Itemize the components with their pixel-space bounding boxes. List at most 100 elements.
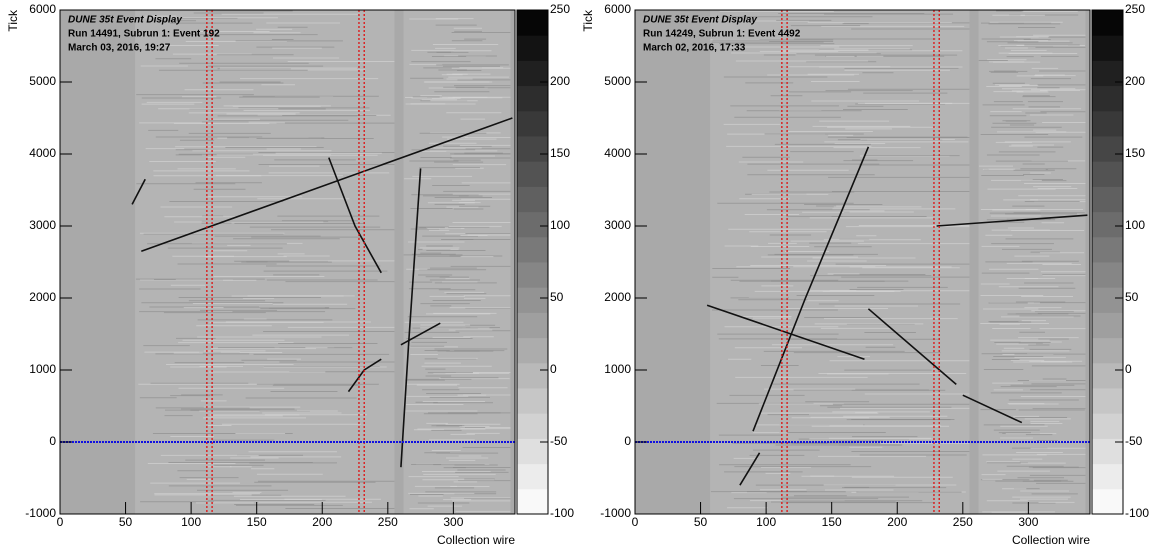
y-axis-label: Tick [581, 9, 595, 32]
x-tick-label: 50 [694, 515, 708, 529]
plot-frame [59, 9, 516, 515]
colorbar-band [517, 488, 548, 515]
colorbar-frame [516, 9, 549, 515]
colorbar-frame [1091, 9, 1124, 515]
colorbar-band [1092, 85, 1123, 112]
track [739, 452, 761, 486]
y-tick-label: 6000 [29, 2, 56, 16]
colorbar-band [517, 337, 548, 364]
y-tick-label: 0 [624, 434, 631, 448]
y-tick-label: 1000 [29, 362, 56, 376]
y-tick-label: 3000 [604, 218, 631, 232]
x-tick-label: 300 [443, 515, 463, 529]
colorbar-tick-label: -100 [550, 506, 574, 520]
colorbar-band [1092, 362, 1123, 389]
title: DUNE 35t Event Display [68, 15, 182, 26]
y-tick-label: 2000 [29, 290, 56, 304]
colorbar-band [517, 262, 548, 288]
colorbar-tick-label: 250 [550, 2, 570, 16]
plot-area [60, 10, 515, 514]
plot-frame [634, 9, 1091, 515]
x-tick-label: 0 [57, 515, 64, 529]
colorbar-band [517, 438, 548, 465]
x-tick-label: 300 [1018, 515, 1038, 529]
colorbar-tick-label: -50 [550, 434, 568, 448]
colorbar-band [517, 110, 548, 137]
y-tick-label: 4000 [604, 146, 631, 160]
plot-area [635, 10, 1090, 514]
colorbar-band [517, 85, 548, 112]
x-tick-label: 200 [887, 515, 907, 529]
track [328, 157, 382, 274]
colorbar-band [1092, 211, 1123, 238]
colorbar-tick-label: 200 [1125, 74, 1145, 88]
x-tick-label: 100 [181, 515, 201, 529]
x-tick-label: 150 [247, 515, 267, 529]
colorbar-tick-label: 50 [550, 290, 564, 304]
track [752, 146, 870, 432]
y-axis-label: Tick [6, 9, 20, 32]
colorbar-band [1092, 161, 1123, 187]
y-tick-label: 4000 [29, 146, 56, 160]
colorbar-band [1092, 312, 1123, 339]
x-axis-label: Collection wire [437, 533, 515, 547]
y-tick-label: 0 [49, 434, 56, 448]
colorbar-band [517, 463, 548, 490]
y-tick-label: 5000 [604, 74, 631, 88]
colorbar-band [517, 287, 548, 313]
title: DUNE 35t Event Display [643, 15, 757, 26]
x-tick-label: 150 [822, 515, 842, 529]
colorbar-band [1092, 413, 1123, 439]
colorbar-tick-label: 50 [1125, 290, 1139, 304]
colorbar-band [517, 211, 548, 238]
colorbar-tick-label: 0 [550, 362, 557, 376]
colorbar-tick-label: 150 [1125, 146, 1145, 160]
colorbar-band [1092, 438, 1123, 465]
colorbar-tick-label: 0 [1125, 362, 1132, 376]
colorbar-tick-label: 100 [1125, 218, 1145, 232]
track [936, 214, 1088, 227]
colorbar-band [1092, 287, 1123, 313]
y-tick-label: 5000 [29, 74, 56, 88]
track [400, 322, 441, 346]
colorbar-band [517, 161, 548, 187]
colorbar-band [1092, 10, 1123, 36]
x-tick-label: 250 [378, 515, 398, 529]
x-tick-label: 200 [312, 515, 332, 529]
x-tick-label: 0 [632, 515, 639, 529]
y-tick-label: 6000 [604, 2, 631, 16]
colorbar-tick-label: 150 [550, 146, 570, 160]
subtitle: Run 14491, Subrun 1: Event 192 [68, 29, 220, 40]
colorbar-band [517, 236, 548, 263]
x-tick-label: 100 [756, 515, 776, 529]
track [706, 304, 865, 360]
colorbar-tick-label: 200 [550, 74, 570, 88]
colorbar-band [1092, 262, 1123, 288]
colorbar-band [517, 388, 548, 414]
colorbar-tick-label: -50 [1125, 434, 1143, 448]
colorbar-band [1092, 488, 1123, 515]
track [962, 394, 1023, 424]
colorbar-band [517, 413, 548, 439]
colorbar-tick-label: 250 [1125, 2, 1145, 16]
x-tick-label: 50 [119, 515, 133, 529]
colorbar-band [517, 362, 548, 389]
colorbar-band [517, 10, 548, 36]
y-tick-label: -1000 [25, 506, 56, 520]
track [141, 117, 513, 252]
track [867, 308, 957, 386]
subtitle: March 02, 2016, 17:33 [643, 43, 746, 54]
colorbar-band [1092, 463, 1123, 490]
x-axis-label: Collection wire [1012, 533, 1090, 547]
colorbar-tick-label: -100 [1125, 506, 1149, 520]
colorbar-band [1092, 110, 1123, 137]
y-tick-label: 2000 [604, 290, 631, 304]
colorbar-band [1092, 136, 1123, 162]
x-tick-label: 250 [953, 515, 973, 529]
subtitle: Run 14249, Subrun 1: Event 4492 [643, 29, 801, 40]
colorbar-band [1092, 186, 1123, 213]
subtitle: March 03, 2016, 19:27 [68, 43, 171, 54]
colorbar-band [1092, 236, 1123, 263]
colorbar-band [1092, 388, 1123, 414]
